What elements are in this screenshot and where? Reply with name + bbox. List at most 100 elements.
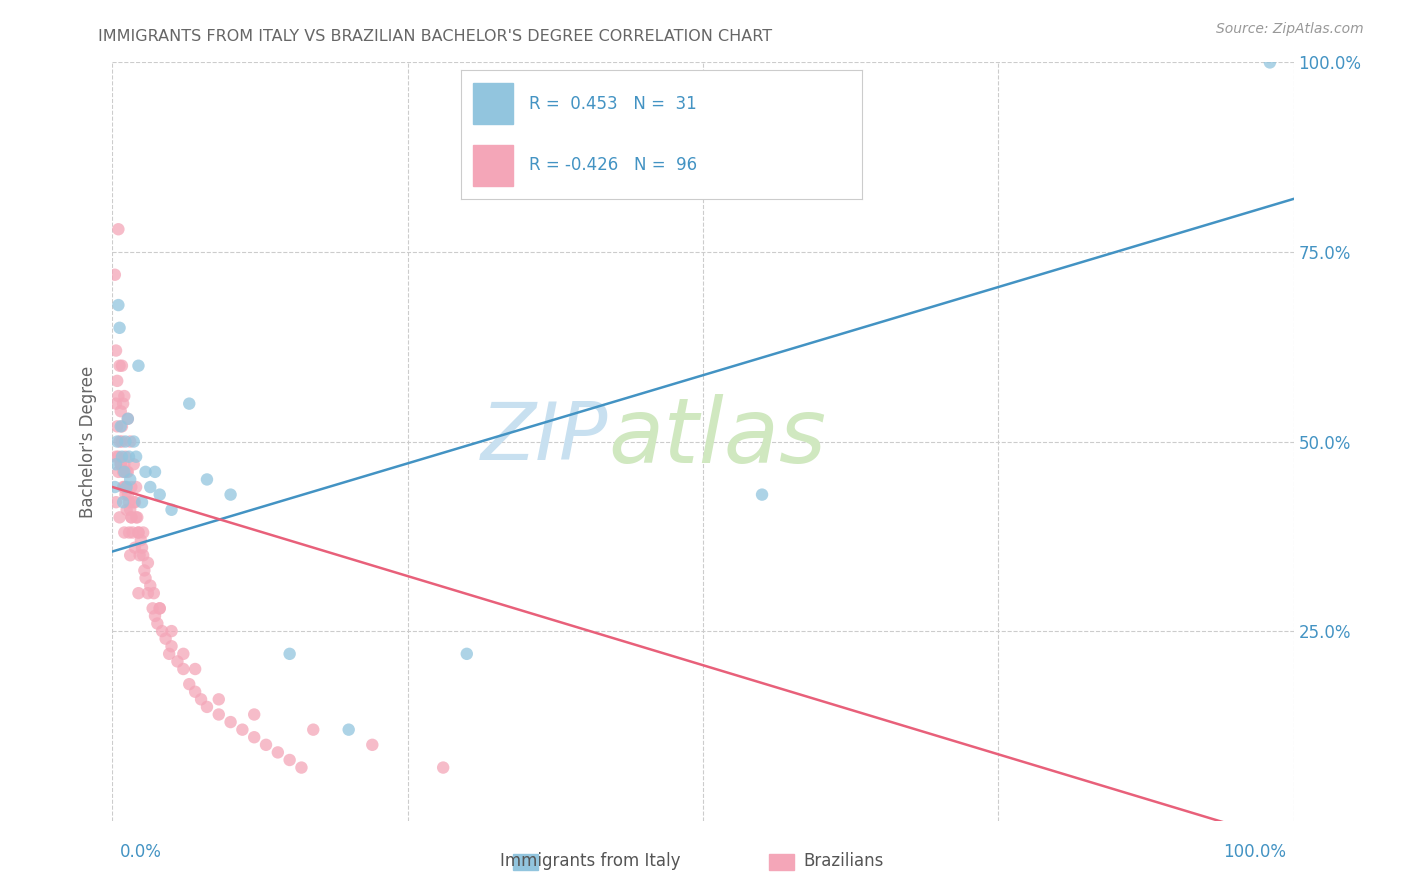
Point bbox=[114, 434, 136, 449]
Point bbox=[456, 647, 478, 661]
Text: ZIP: ZIP bbox=[481, 399, 609, 476]
Point bbox=[135, 465, 157, 479]
Point bbox=[184, 662, 207, 676]
Point bbox=[208, 692, 231, 706]
Point bbox=[172, 662, 194, 676]
Point bbox=[160, 624, 183, 639]
Point bbox=[127, 510, 149, 524]
Point bbox=[139, 579, 162, 593]
Point bbox=[122, 458, 145, 472]
Point bbox=[127, 525, 149, 540]
Point bbox=[149, 601, 172, 615]
Point bbox=[150, 624, 173, 639]
Point bbox=[125, 480, 148, 494]
Point bbox=[111, 359, 134, 373]
Point bbox=[243, 730, 266, 744]
Point bbox=[142, 586, 165, 600]
Point bbox=[254, 738, 277, 752]
Text: IMMIGRANTS FROM ITALY VS BRAZILIAN BACHELOR'S DEGREE CORRELATION CHART: IMMIGRANTS FROM ITALY VS BRAZILIAN BACHE… bbox=[98, 29, 772, 44]
Point bbox=[105, 374, 128, 388]
Point bbox=[1258, 55, 1281, 70]
Point bbox=[120, 510, 142, 524]
Point bbox=[105, 458, 128, 472]
Point bbox=[146, 616, 169, 631]
Point bbox=[111, 419, 134, 434]
Point bbox=[125, 450, 148, 464]
Point bbox=[136, 556, 159, 570]
Point bbox=[112, 465, 135, 479]
Point bbox=[111, 450, 134, 464]
Point bbox=[108, 510, 131, 524]
Point bbox=[128, 548, 150, 563]
Point bbox=[117, 487, 139, 501]
Point bbox=[127, 359, 149, 373]
Point bbox=[112, 396, 135, 410]
Point bbox=[112, 465, 135, 479]
Point bbox=[112, 458, 135, 472]
Point bbox=[117, 465, 139, 479]
Point bbox=[195, 699, 218, 714]
Point bbox=[143, 465, 166, 479]
Y-axis label: Bachelor's Degree: Bachelor's Degree bbox=[79, 366, 97, 517]
Point bbox=[108, 320, 131, 334]
Point bbox=[432, 760, 454, 774]
Point bbox=[115, 503, 138, 517]
Point bbox=[107, 298, 129, 312]
Point bbox=[184, 685, 207, 699]
Point bbox=[132, 525, 155, 540]
Point bbox=[112, 525, 135, 540]
Point bbox=[115, 480, 138, 494]
Point bbox=[157, 647, 180, 661]
Point bbox=[129, 533, 152, 548]
Point bbox=[122, 434, 145, 449]
Point bbox=[195, 473, 218, 487]
Text: atlas: atlas bbox=[609, 393, 827, 482]
Point bbox=[120, 548, 142, 563]
Point bbox=[104, 480, 127, 494]
Point bbox=[121, 525, 143, 540]
Point bbox=[120, 473, 142, 487]
Point bbox=[127, 525, 149, 540]
Point bbox=[361, 738, 384, 752]
Point bbox=[118, 450, 141, 464]
Point bbox=[135, 571, 157, 585]
Point bbox=[160, 503, 183, 517]
Point bbox=[131, 541, 153, 555]
Point bbox=[112, 480, 135, 494]
Point bbox=[111, 434, 134, 449]
Point bbox=[290, 760, 312, 774]
Point bbox=[267, 746, 290, 760]
Point bbox=[122, 495, 145, 509]
Point bbox=[120, 503, 142, 517]
Point bbox=[125, 510, 148, 524]
Point bbox=[278, 647, 301, 661]
Point bbox=[112, 480, 135, 494]
Point bbox=[124, 541, 146, 555]
Point bbox=[179, 677, 201, 691]
Point bbox=[105, 396, 128, 410]
Point bbox=[134, 564, 156, 578]
Point bbox=[120, 434, 142, 449]
Point bbox=[160, 639, 183, 653]
Point bbox=[110, 419, 132, 434]
Point bbox=[105, 450, 128, 464]
Point bbox=[118, 495, 141, 509]
Point bbox=[107, 222, 129, 236]
Point bbox=[172, 647, 194, 661]
Point bbox=[105, 419, 128, 434]
Point bbox=[190, 692, 212, 706]
Point bbox=[124, 495, 146, 509]
Point bbox=[107, 465, 129, 479]
Point bbox=[132, 548, 155, 563]
Point bbox=[120, 510, 142, 524]
Point bbox=[105, 434, 128, 449]
Point bbox=[142, 601, 165, 615]
Point bbox=[139, 480, 162, 494]
Point bbox=[136, 586, 159, 600]
Point bbox=[751, 487, 773, 501]
Point bbox=[117, 412, 139, 426]
Point bbox=[108, 359, 131, 373]
Point bbox=[105, 343, 128, 358]
Point bbox=[112, 495, 135, 509]
Point bbox=[337, 723, 360, 737]
